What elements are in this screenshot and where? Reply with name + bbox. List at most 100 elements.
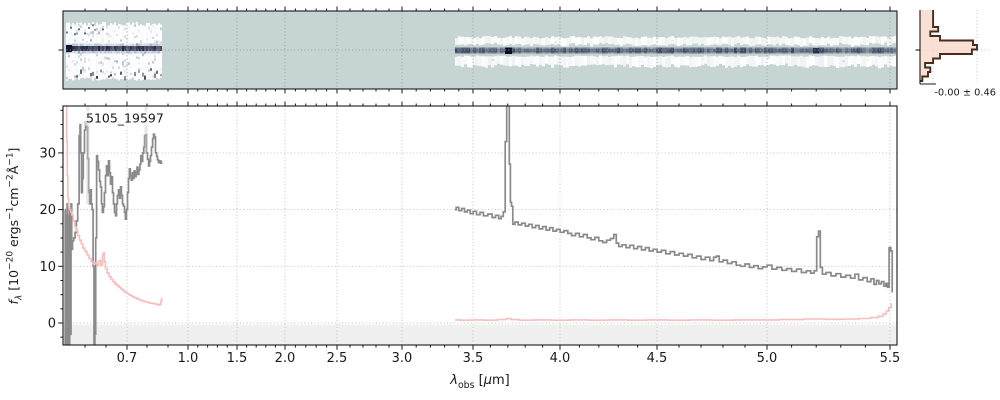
spec2d-trace <box>881 49 884 53</box>
spec2d-trace <box>743 47 746 54</box>
spec2d-trace <box>470 47 473 54</box>
spec2d-trace-wing <box>124 51 126 54</box>
spec2d-noise-column <box>800 55 803 67</box>
spec2d-noise-column <box>455 38 458 45</box>
spec2d-trace <box>704 49 707 53</box>
spec2d-noise-pixel <box>120 39 122 42</box>
spec2d-noise-pixel <box>150 68 152 71</box>
spec2d-noise-column <box>683 56 686 66</box>
spec2d-trace-wing <box>80 51 82 54</box>
spec2d-noise-column <box>509 36 512 45</box>
spec2d-noise-column <box>827 36 830 44</box>
spec2d-trace <box>602 49 605 53</box>
below-zero-band <box>63 324 897 345</box>
spec2d-noise-pixel <box>154 58 156 61</box>
spec2d-noise-pixel <box>122 60 124 64</box>
spec2d-trace <box>671 47 674 54</box>
spec2d-noise-column <box>629 56 632 68</box>
spec2d-trace <box>839 49 842 53</box>
spec2d-trace <box>632 49 635 53</box>
spec2d-noise-column <box>728 36 731 45</box>
spec2d-noise-column <box>785 55 788 64</box>
spec2d-noise-column <box>782 36 785 44</box>
spec2d-noise-pixel <box>92 30 94 34</box>
spec2d-noise-column <box>120 24 122 79</box>
spec2d-trace-wing <box>82 51 84 54</box>
spec2d-trace <box>887 47 890 54</box>
spec2d-noise-column <box>830 55 833 66</box>
spec2d-noise-column <box>554 55 557 65</box>
spec2d-noise-column <box>674 56 677 67</box>
spec2d-noise-column <box>458 36 461 45</box>
spec2d-noise-pixel <box>84 57 86 60</box>
spec2d-noise-pixel <box>134 24 136 28</box>
spec2d-noise-column <box>512 37 515 46</box>
spec2d-trace-wing <box>68 43 70 46</box>
spec2d-trace <box>629 49 632 53</box>
spec2d-trace <box>88 46 90 51</box>
spec2d-noise-pixel <box>88 32 90 34</box>
spec2d-noise-pixel <box>116 60 118 64</box>
spec2d-trace-wing <box>158 43 160 46</box>
spec2d-trace <box>872 47 875 54</box>
spec2d-trace <box>746 49 749 53</box>
spec2d-noise-column <box>506 56 509 66</box>
spec2d-trace <box>878 47 881 54</box>
spec2d-noise-column <box>156 25 158 79</box>
spec2d-noise-column <box>160 24 162 78</box>
spec2d-noise-column <box>623 36 626 45</box>
spec2d-noise-column <box>677 56 680 68</box>
spec2d-noise-column <box>524 56 527 67</box>
spec2d-trace-wing <box>142 51 144 54</box>
spec2d-noise-column <box>761 37 764 46</box>
spec2d-noise-column <box>635 56 638 68</box>
spec2d-noise-pixel <box>144 52 146 55</box>
spec2d-trace-wing <box>144 43 146 46</box>
spec2d-noise-column <box>719 38 722 46</box>
spec2d-noise-column <box>698 37 701 46</box>
spec2d-trace <box>128 46 130 51</box>
spec2d-noise-pixel <box>110 71 112 74</box>
spec2d-trace <box>632 47 635 54</box>
spec2d-trace <box>809 47 812 54</box>
spec2d-trace <box>851 47 854 54</box>
spec2d-noise-pixel <box>134 72 136 77</box>
spec2d-noise-column <box>128 22 130 80</box>
spec2d-noise-column <box>72 23 74 81</box>
spec2d-trace <box>605 49 608 53</box>
spec2d-noise-pixel <box>148 26 150 30</box>
spec2d-noise-column <box>497 55 500 64</box>
spec2d-trace <box>722 49 725 53</box>
spec2d-trace <box>461 49 464 53</box>
spec2d-trace <box>533 49 536 53</box>
spec2d-noise-pixel <box>66 31 68 34</box>
spec2d-noise-pixel <box>82 39 84 41</box>
spec2d-noise-column <box>659 56 662 65</box>
spec2d-trace-wing <box>126 43 128 46</box>
spec2d-trace-wing <box>148 43 150 46</box>
spec2d-trace <box>722 47 725 54</box>
spec2d-trace <box>875 47 878 54</box>
spec2d-noise-pixel <box>150 29 152 33</box>
spec2d-noise-pixel <box>112 67 114 70</box>
spec2d-trace <box>617 49 620 53</box>
spec2d-trace <box>497 49 500 53</box>
spec2d-noise-column <box>617 55 620 65</box>
spec2d-noise-pixel <box>122 52 124 56</box>
spec2d-noise-pixel <box>100 61 102 64</box>
spec2d-trace-wing <box>104 51 106 54</box>
spec2d-trace <box>824 49 827 53</box>
label-part: −20 <box>5 250 16 270</box>
spec2d-trace <box>659 47 662 54</box>
spec2d-noise-pixel <box>128 65 130 67</box>
spec2d-noise-column <box>650 56 653 69</box>
spec2d-trace <box>476 49 479 53</box>
spec2d-trace <box>710 49 713 53</box>
spec2d-trace-wing <box>88 43 90 46</box>
spec2d-trace <box>455 49 458 53</box>
spec2d-noise-column <box>536 55 539 67</box>
spec2d-trace <box>734 49 737 53</box>
spec2d-noise-column <box>836 38 839 46</box>
spec2d-noise-pixel <box>82 66 84 70</box>
spec2d-noise-column <box>689 36 692 46</box>
